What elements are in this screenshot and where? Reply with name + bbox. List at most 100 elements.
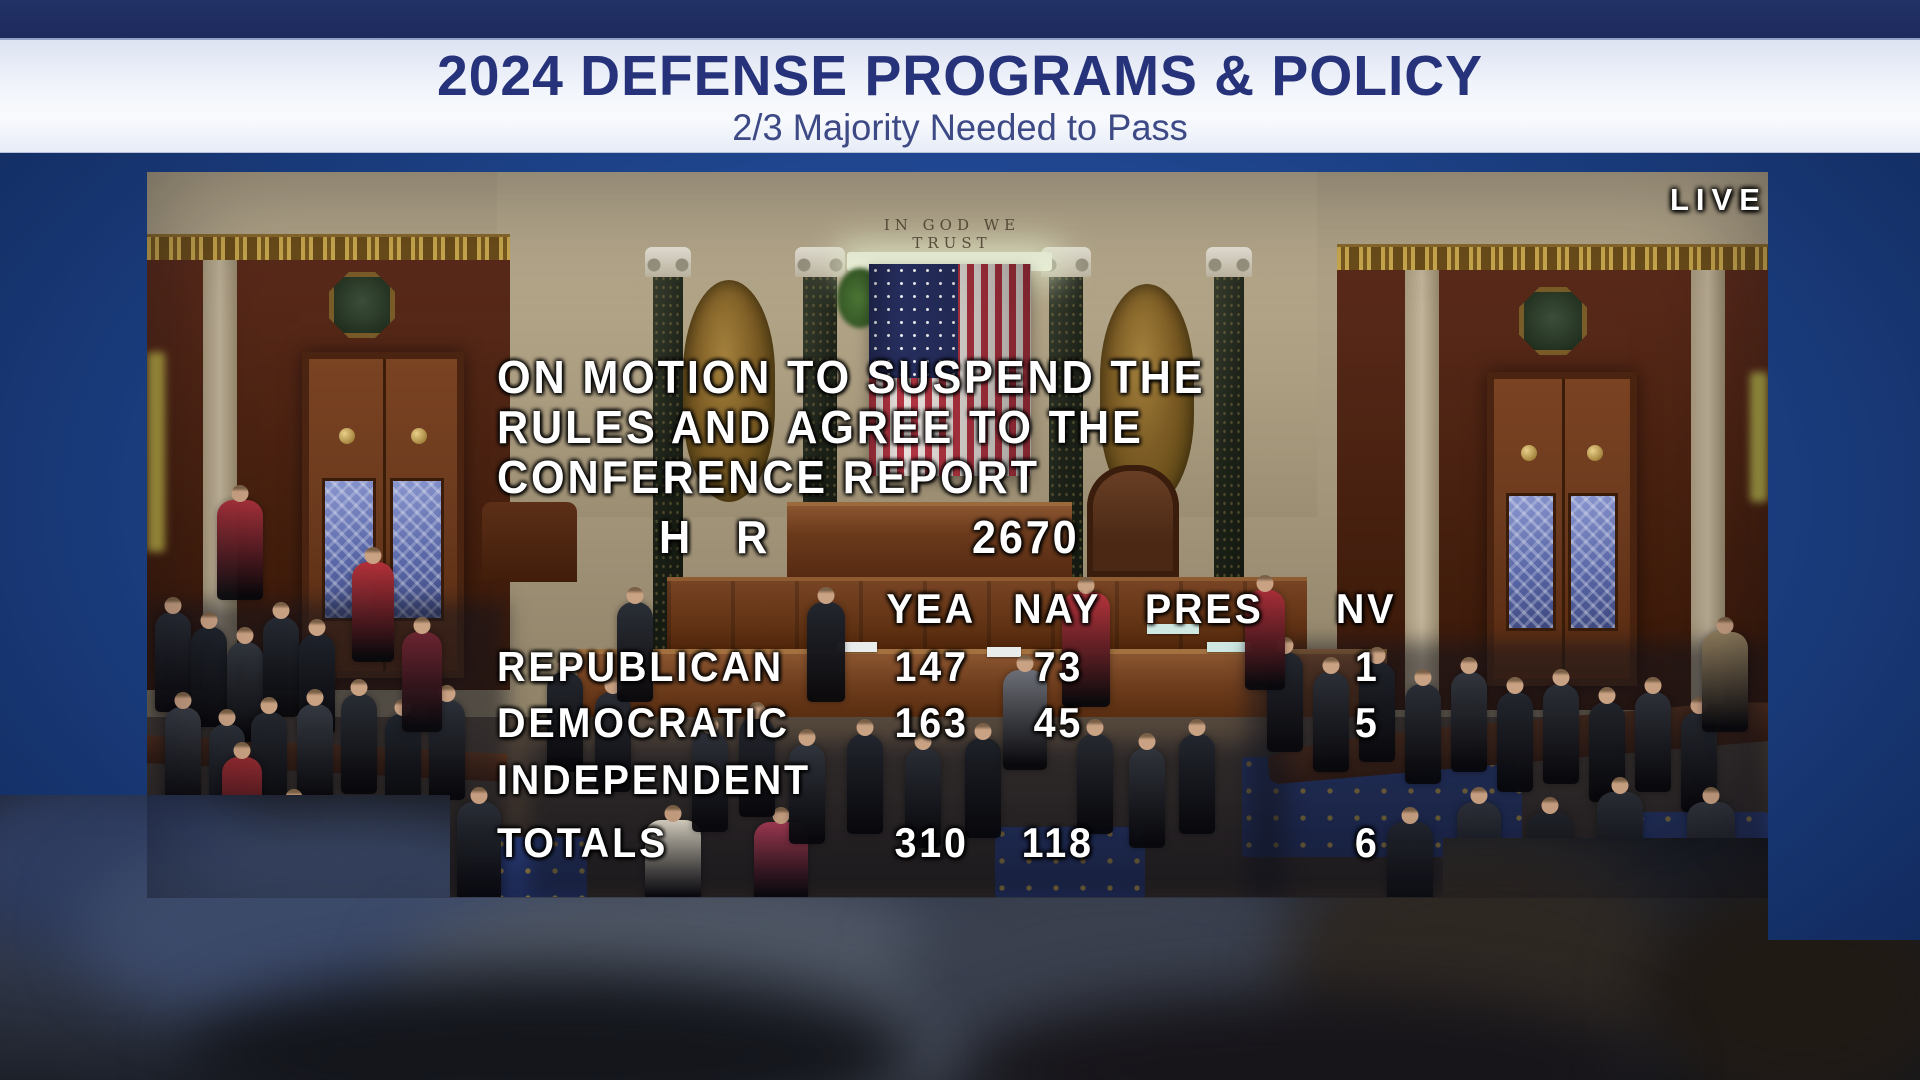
person-head bbox=[164, 597, 182, 614]
door-knob bbox=[1586, 445, 1603, 461]
person-head bbox=[772, 807, 790, 824]
person bbox=[1702, 617, 1748, 732]
person bbox=[402, 617, 442, 732]
person bbox=[217, 485, 263, 600]
person-head bbox=[308, 619, 326, 636]
bronze-fasces-left bbox=[683, 280, 775, 502]
person bbox=[1129, 733, 1165, 848]
vote-row-totals: TOTALS 310 118 6 bbox=[497, 819, 1497, 867]
party-label: TOTALS bbox=[497, 819, 669, 866]
column-capital bbox=[645, 247, 691, 277]
person-head bbox=[798, 729, 816, 746]
person bbox=[1405, 669, 1441, 784]
yea-value: 147 bbox=[894, 643, 969, 690]
nay-value: 73 bbox=[1033, 643, 1084, 690]
person-head bbox=[470, 787, 488, 804]
papers bbox=[837, 642, 877, 652]
person bbox=[789, 729, 825, 844]
person-head bbox=[233, 742, 251, 759]
column-capital bbox=[795, 247, 845, 277]
person bbox=[547, 657, 583, 772]
person bbox=[645, 805, 701, 898]
door-knob bbox=[411, 427, 428, 444]
person bbox=[1387, 807, 1433, 898]
person-head bbox=[200, 612, 218, 629]
person-head bbox=[1138, 733, 1156, 750]
person-head bbox=[701, 717, 719, 734]
person bbox=[807, 587, 845, 702]
person-head bbox=[1470, 787, 1488, 804]
col-header-pres: PRES bbox=[1144, 585, 1264, 632]
person-head bbox=[1460, 657, 1478, 674]
state-flag-left bbox=[147, 352, 165, 552]
person-head bbox=[272, 602, 290, 619]
person bbox=[1543, 669, 1579, 784]
stained-glass bbox=[1506, 493, 1556, 631]
col-header-nv: NV bbox=[1335, 585, 1397, 632]
person-head bbox=[231, 485, 249, 502]
person-head bbox=[438, 685, 456, 702]
octagon-medallion-left bbox=[329, 272, 395, 338]
person bbox=[692, 717, 728, 832]
person bbox=[1497, 677, 1533, 792]
nv-value: 1 bbox=[1354, 643, 1380, 690]
person-head bbox=[306, 689, 324, 706]
speaker-chair bbox=[1087, 465, 1179, 577]
papers bbox=[987, 647, 1021, 657]
person-head bbox=[1611, 777, 1629, 794]
person-head bbox=[1256, 575, 1274, 592]
us-flag bbox=[869, 264, 1031, 476]
column-capital bbox=[1206, 247, 1252, 277]
person bbox=[965, 723, 1001, 838]
page-subtitle: 2/3 Majority Needed to Pass bbox=[732, 107, 1188, 148]
person bbox=[1003, 655, 1047, 770]
col-header-nay: NAY bbox=[1013, 585, 1102, 632]
person-head bbox=[1368, 647, 1386, 664]
rostrum-furniture bbox=[482, 502, 577, 582]
motion-text-line2: RULES AND AGREE TO THE bbox=[497, 401, 1144, 453]
person-head bbox=[1086, 719, 1104, 736]
person-head bbox=[664, 805, 682, 822]
person-head bbox=[914, 733, 932, 750]
person bbox=[1179, 719, 1215, 834]
pilaster bbox=[1405, 270, 1439, 710]
octagon-medallion-right bbox=[1519, 287, 1587, 355]
person bbox=[1077, 719, 1113, 834]
papers bbox=[1147, 624, 1199, 634]
person bbox=[1635, 677, 1671, 792]
stained-glass bbox=[390, 477, 444, 621]
nay-value: 118 bbox=[1021, 819, 1094, 866]
door-seam bbox=[1562, 379, 1565, 679]
motion-text-line3: CONFERENCE REPORT bbox=[497, 451, 1040, 503]
nv-value: 6 bbox=[1354, 819, 1380, 866]
person-head bbox=[1506, 677, 1524, 694]
chamber-door-right bbox=[1487, 372, 1637, 686]
person bbox=[341, 679, 377, 794]
rostrum-desk-upper bbox=[787, 502, 1072, 584]
vignette bbox=[147, 172, 1768, 898]
state-flag-right bbox=[1750, 372, 1768, 502]
stained-glass bbox=[1568, 493, 1618, 631]
person bbox=[1245, 575, 1285, 690]
person-head bbox=[1716, 617, 1734, 634]
person bbox=[352, 547, 394, 662]
flag-canton bbox=[869, 264, 959, 379]
person-head bbox=[1552, 669, 1570, 686]
person-head bbox=[1322, 657, 1340, 674]
person-head bbox=[556, 657, 574, 674]
rostrum-tier-2 bbox=[667, 577, 1307, 653]
person-head bbox=[856, 719, 874, 736]
person-head bbox=[1401, 807, 1419, 824]
top-bar bbox=[0, 0, 1920, 40]
person bbox=[457, 787, 501, 898]
person-head bbox=[1414, 669, 1432, 686]
bill-number: 2670 bbox=[972, 511, 1080, 563]
person-head bbox=[974, 723, 992, 740]
person bbox=[617, 587, 653, 702]
live-badge: LIVE bbox=[1670, 182, 1767, 217]
flag-folds bbox=[869, 264, 1031, 476]
person bbox=[1451, 657, 1487, 772]
person-head bbox=[413, 617, 431, 634]
person bbox=[297, 689, 333, 804]
person-head bbox=[1188, 719, 1206, 736]
